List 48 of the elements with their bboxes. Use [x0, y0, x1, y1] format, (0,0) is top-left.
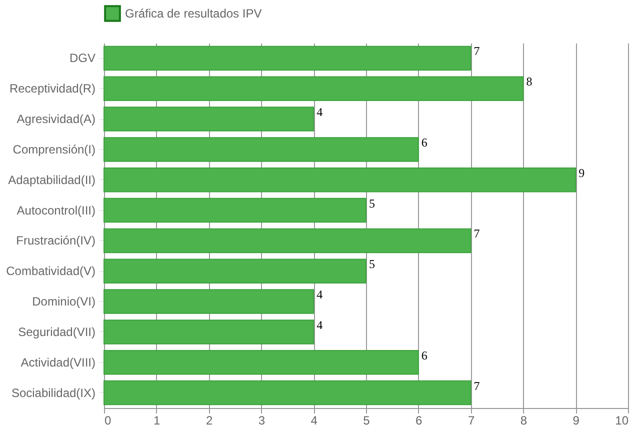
legend-label: Gráfica de resultados IPV [125, 6, 262, 20]
x-tick-label: 6 [416, 414, 423, 428]
data-label: 7 [474, 378, 480, 393]
x-tick-label: 0 [104, 414, 112, 428]
x-tick-label: 10 [615, 414, 629, 428]
data-label: 9 [578, 166, 585, 180]
data-label: 5 [369, 257, 375, 272]
y-tick-label: Frustración(IV) [16, 234, 96, 248]
x-tick-label: 1 [154, 414, 161, 428]
y-tick-label: Sociabilidad(IX) [11, 386, 96, 400]
data-label: 4 [316, 105, 323, 120]
y-tick-label: DGV [69, 51, 96, 66]
bar [104, 320, 314, 344]
data-label: 7 [474, 226, 480, 241]
y-tick-label: Combatividad(V) [6, 264, 96, 278]
y-tick-label: Autocontrol(III) [16, 203, 96, 218]
y-tick-label: Agresividad(A) [16, 112, 96, 126]
y-tick-label: Receptividad(R) [9, 82, 96, 96]
bar [104, 258, 366, 284]
x-tick-label: 5 [363, 414, 370, 428]
x-tick-label: 9 [572, 414, 580, 428]
bar [104, 106, 314, 132]
data-label: 4 [316, 318, 323, 332]
data-label: 8 [526, 74, 532, 89]
y-tick-label: Seguridad(VII) [18, 324, 96, 339]
data-label: 7 [474, 44, 480, 58]
x-tick-label: 7 [468, 414, 475, 428]
data-label: 4 [316, 288, 323, 302]
x-tick-label: 3 [258, 414, 266, 428]
y-tick-label: Actividad(VIII) [20, 355, 96, 370]
x-tick-label: 2 [206, 414, 213, 428]
data-label: 6 [421, 135, 428, 150]
x-tick-label: 8 [520, 414, 528, 428]
bar [104, 198, 366, 223]
y-tick-label: Comprensión(I) [12, 142, 96, 156]
bar [104, 76, 524, 101]
bar [104, 289, 314, 314]
bar [104, 46, 472, 71]
bar [104, 350, 419, 375]
bar [104, 380, 472, 406]
bar [104, 228, 472, 254]
data-label: 5 [369, 196, 375, 210]
y-tick-label: Adaptabilidad(II) [8, 172, 96, 187]
x-tick-label: 4 [310, 414, 318, 428]
bar [104, 137, 419, 162]
bar [104, 168, 576, 192]
y-tick-label: Dominio(VI) [32, 294, 96, 309]
data-label: 6 [421, 348, 428, 362]
